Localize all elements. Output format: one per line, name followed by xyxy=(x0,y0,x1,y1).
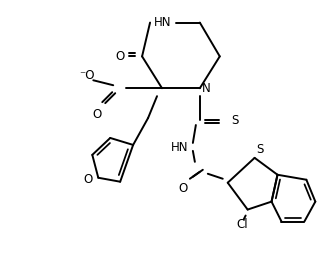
Text: S: S xyxy=(256,143,263,156)
Text: O: O xyxy=(178,182,188,195)
Text: N: N xyxy=(202,82,210,95)
Text: O: O xyxy=(84,173,93,186)
Text: HN: HN xyxy=(171,141,189,154)
Text: ⁻O: ⁻O xyxy=(79,69,95,82)
Text: S: S xyxy=(231,113,238,127)
Text: HN: HN xyxy=(154,16,172,29)
Text: Cl: Cl xyxy=(237,218,249,231)
Text: O: O xyxy=(93,107,102,121)
Text: O: O xyxy=(116,50,125,63)
